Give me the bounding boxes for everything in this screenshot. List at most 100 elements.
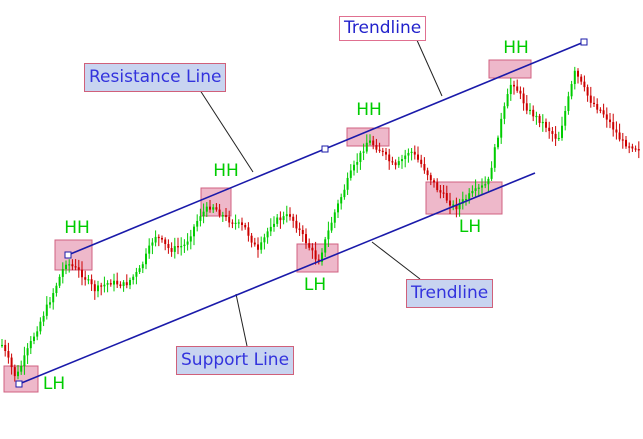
candle-body [212, 207, 215, 210]
candle-body [269, 226, 272, 232]
candle-63 [202, 203, 205, 224]
candle-103 [330, 216, 333, 233]
candle-body [209, 206, 211, 210]
candle-98 [314, 241, 317, 265]
candle-body [586, 87, 589, 96]
candle-7 [23, 346, 26, 375]
candle-body [436, 182, 439, 191]
marker-hh4: HH [503, 38, 529, 58]
candle-55 [177, 237, 179, 255]
candle-165 [529, 103, 531, 115]
candle-body [285, 214, 288, 217]
candle-body [580, 76, 583, 82]
candle-body [500, 118, 503, 138]
candle-body [177, 246, 179, 248]
candle-body [349, 170, 352, 178]
candle-86 [276, 214, 279, 227]
candle-body [145, 253, 147, 265]
candle-141 [452, 200, 455, 211]
candle-40 [129, 277, 131, 290]
candle-body [404, 155, 407, 160]
candle-body [119, 284, 122, 287]
candle-body [39, 321, 42, 332]
candle-158 [506, 88, 509, 109]
candle-body [545, 121, 547, 128]
candle-body [183, 244, 186, 247]
candle-body [391, 161, 394, 163]
candle-37 [119, 281, 122, 289]
candle-189 [605, 107, 608, 128]
candle-144 [461, 191, 464, 210]
candle-body [42, 315, 45, 322]
candle-body [29, 340, 32, 349]
candle-body [353, 164, 355, 171]
candle-body [465, 199, 467, 201]
candle-body [369, 140, 371, 143]
candle-body [573, 70, 576, 85]
candle-10 [33, 332, 35, 345]
candle-body [615, 129, 618, 133]
candle-191 [612, 113, 615, 137]
candle-153 [490, 161, 493, 181]
candle-87 [279, 211, 282, 229]
candle-body [196, 220, 199, 227]
candle-93 [298, 222, 301, 236]
candle-21 [68, 259, 71, 273]
candle-body [634, 148, 637, 150]
candle-body [20, 366, 23, 372]
candle-body [161, 237, 163, 240]
candle-72 [231, 219, 234, 229]
candle-185 [593, 96, 595, 108]
candle-129 [413, 145, 416, 160]
candle-body [628, 146, 631, 148]
candle-143 [458, 198, 461, 217]
candle-179 [573, 66, 576, 90]
candle-body [129, 279, 131, 286]
candle-body [298, 228, 301, 231]
candle-139 [445, 185, 448, 204]
candle-body [257, 244, 259, 250]
candle-body [385, 151, 387, 155]
candle-body [413, 151, 416, 155]
candle-90 [289, 207, 291, 221]
candle-body [557, 137, 560, 140]
marker-hh2: HH [213, 161, 239, 181]
candle-199 [637, 141, 640, 159]
support-trendline [18, 172, 536, 385]
candle-body [186, 241, 189, 245]
candle-65 [209, 200, 211, 213]
candle-body [125, 282, 128, 286]
candle-body [461, 199, 464, 204]
candle-88 [282, 211, 285, 225]
candle-body [340, 197, 343, 204]
candle-body [538, 115, 541, 123]
handle-resistance-end [580, 38, 588, 46]
candle-190 [609, 112, 611, 129]
candle-171 [548, 121, 551, 139]
candle-64 [205, 202, 208, 217]
candle-66 [212, 204, 215, 214]
candle-body [343, 189, 346, 198]
candle-body [548, 127, 551, 132]
candle-48 [154, 230, 157, 247]
candle-body [321, 252, 323, 262]
candle-105 [337, 199, 339, 219]
candle-body [279, 217, 282, 221]
candle-body [237, 222, 240, 224]
candle-body [189, 236, 192, 242]
candle-28 [90, 274, 93, 292]
support-line-callout: Support Line [176, 346, 295, 375]
candle-body [429, 175, 432, 181]
candle-45 [145, 248, 147, 270]
candle-body [173, 246, 176, 252]
candle-body [484, 184, 487, 186]
candle-body [401, 159, 403, 162]
candle-body [554, 133, 557, 139]
candle-body [218, 209, 221, 216]
candle-body [394, 162, 397, 166]
candle-161 [516, 79, 519, 93]
candle-96 [308, 238, 311, 251]
candle-body [26, 348, 29, 356]
candle-body [154, 236, 157, 243]
candle-156 [500, 112, 503, 144]
